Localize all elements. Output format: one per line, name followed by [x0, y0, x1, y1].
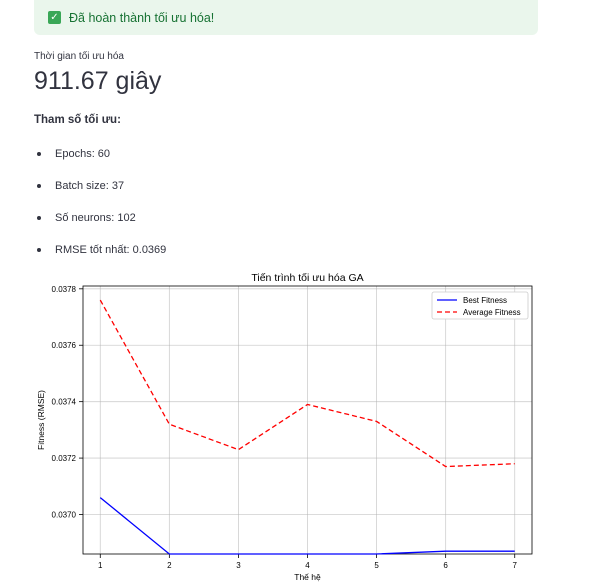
- y-tick-label: 0.0374: [52, 398, 77, 407]
- y-tick-label: 0.0372: [52, 454, 77, 463]
- param-batch-size: Batch size: 37: [34, 170, 166, 202]
- x-tick-label: 5: [374, 561, 379, 570]
- y-tick-label: 0.0376: [52, 341, 77, 350]
- param-epochs: Epochs: 60: [34, 138, 166, 170]
- series-line-best-fitness: [99, 497, 515, 555]
- y-axis-label: Fitness (RMSE): [36, 390, 46, 450]
- success-alert: ✓ Đã hoàn thành tối ưu hóa!: [34, 0, 538, 35]
- metric-value: 911.67 giây: [34, 67, 162, 95]
- param-best-rmse: RMSE tốt nhất: 0.0369: [34, 234, 166, 266]
- x-tick-label: 6: [443, 561, 448, 570]
- fitness-chart: Tiến trình tối ưu hóa GA 1 2 3 4 5 6 7 0.0370 0.0…: [36, 272, 533, 582]
- x-tick-label: 3: [236, 561, 241, 570]
- x-tick-label: 1: [98, 561, 103, 570]
- legend-label: Best Fitness: [463, 296, 507, 305]
- y-tick-label: 0.0378: [52, 285, 77, 294]
- series-line-average-fitness: [99, 299, 515, 468]
- x-tick-label: 7: [513, 561, 518, 570]
- y-tick-label: 0.0370: [52, 511, 77, 520]
- legend-label: Average Fitness: [463, 308, 521, 317]
- x-tick-label: 4: [305, 561, 310, 570]
- checkmark-icon: ✓: [48, 11, 61, 24]
- param-neurons: Số neurons: 102: [34, 202, 166, 234]
- x-tick-label: 2: [167, 561, 172, 570]
- params-list: Epochs: 60 Batch size: 37 Số neurons: 10…: [34, 138, 166, 266]
- x-axis-label: Thế hệ: [294, 572, 321, 582]
- chart-title: Tiến trình tối ưu hóa GA: [251, 272, 363, 284]
- success-message: Đã hoàn thành tối ưu hóa!: [69, 10, 215, 25]
- metric-label: Thời gian tối ưu hóa: [34, 51, 124, 62]
- params-heading: Tham số tối ưu:: [34, 114, 121, 126]
